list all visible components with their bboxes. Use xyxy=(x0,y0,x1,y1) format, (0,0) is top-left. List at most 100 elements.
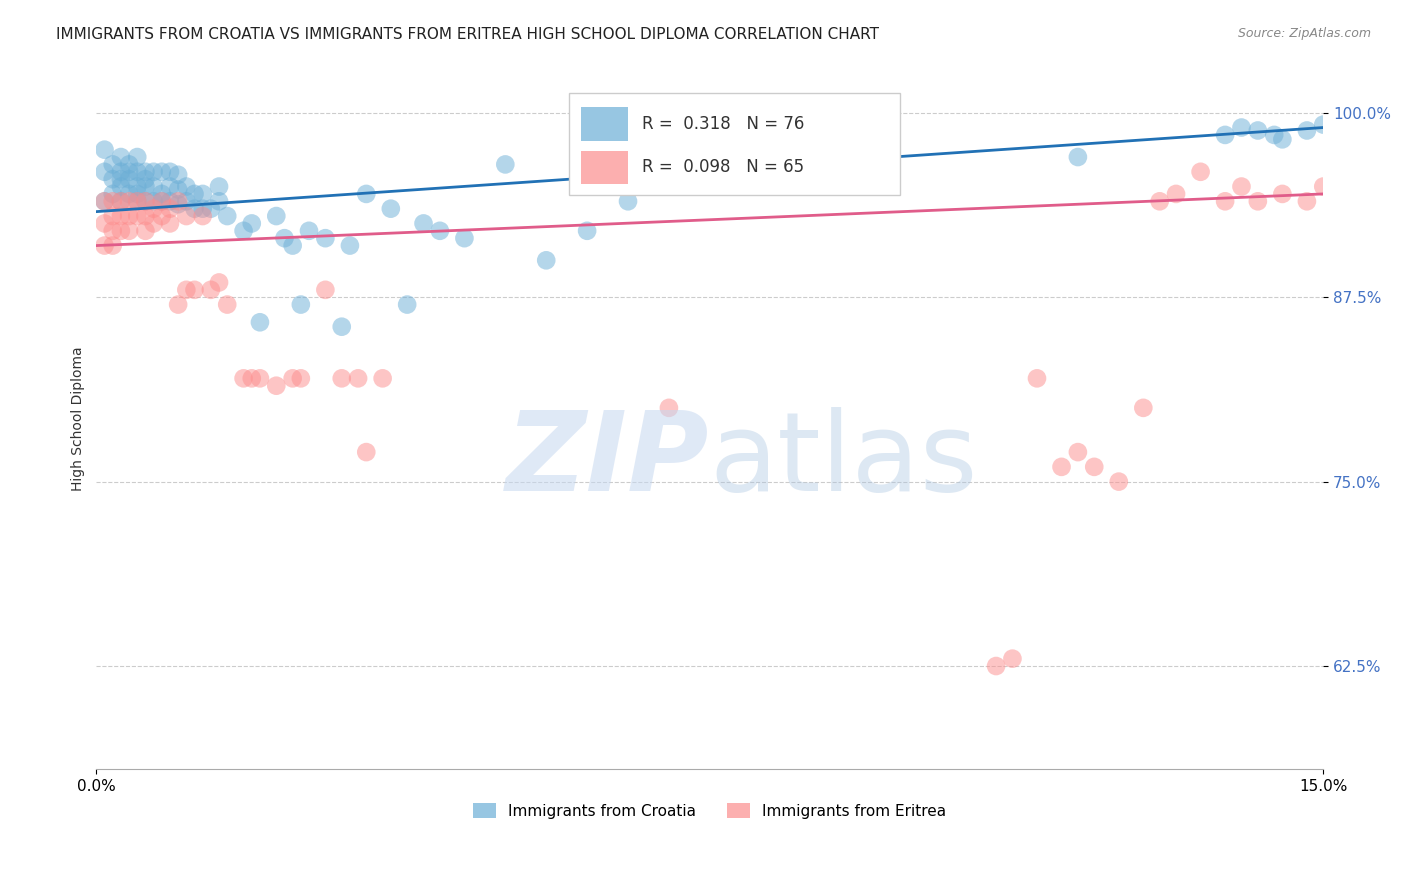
Point xyxy=(101,157,124,171)
Point xyxy=(118,209,141,223)
Point xyxy=(330,371,353,385)
Point xyxy=(298,224,321,238)
Point xyxy=(1132,401,1154,415)
Point xyxy=(101,172,124,186)
Point xyxy=(658,401,681,415)
Point xyxy=(266,378,288,392)
Point xyxy=(159,165,181,179)
Point xyxy=(1296,194,1319,209)
Point xyxy=(176,283,198,297)
Point xyxy=(176,209,198,223)
Point xyxy=(150,194,173,209)
Point xyxy=(127,179,149,194)
Point xyxy=(347,371,370,385)
Point xyxy=(1213,194,1236,209)
Point xyxy=(453,231,475,245)
Point xyxy=(534,253,557,268)
Point xyxy=(1271,186,1294,201)
FancyBboxPatch shape xyxy=(581,107,627,141)
Point xyxy=(371,371,394,385)
Point xyxy=(93,143,115,157)
Point xyxy=(127,150,149,164)
Point xyxy=(101,224,124,238)
Point xyxy=(1271,132,1294,146)
Point xyxy=(134,194,156,209)
Point xyxy=(176,179,198,194)
Point xyxy=(200,283,222,297)
Point xyxy=(617,194,640,209)
Point xyxy=(93,165,115,179)
Point xyxy=(1296,123,1319,137)
Point xyxy=(110,224,132,238)
Point xyxy=(494,157,516,171)
Point xyxy=(134,194,156,209)
Point xyxy=(200,202,222,216)
Point xyxy=(159,202,181,216)
Point xyxy=(240,371,263,385)
Point xyxy=(93,216,115,230)
Point xyxy=(134,165,156,179)
Point xyxy=(150,209,173,223)
Point xyxy=(150,165,173,179)
Point xyxy=(142,179,165,194)
Point xyxy=(1230,120,1253,135)
Point xyxy=(134,179,156,194)
Point xyxy=(356,445,378,459)
Point xyxy=(101,238,124,252)
Text: R =  0.318   N = 76: R = 0.318 N = 76 xyxy=(643,115,804,133)
Point xyxy=(1329,186,1351,201)
Point xyxy=(1353,179,1375,194)
Point xyxy=(1026,371,1049,385)
Point xyxy=(208,179,231,194)
Point xyxy=(101,194,124,209)
Text: atlas: atlas xyxy=(710,408,979,515)
FancyBboxPatch shape xyxy=(581,151,627,184)
Point xyxy=(110,194,132,209)
Point xyxy=(1213,128,1236,142)
Point xyxy=(1050,459,1073,474)
Point xyxy=(412,216,434,230)
Point xyxy=(249,315,271,329)
Point xyxy=(142,202,165,216)
Point xyxy=(134,172,156,186)
Point xyxy=(110,179,132,194)
Point xyxy=(249,371,271,385)
Point xyxy=(142,165,165,179)
Legend: Immigrants from Croatia, Immigrants from Eritrea: Immigrants from Croatia, Immigrants from… xyxy=(467,797,952,825)
Point xyxy=(208,276,231,290)
Point xyxy=(150,194,173,209)
Point xyxy=(314,231,336,245)
Point xyxy=(191,202,214,216)
Point xyxy=(208,194,231,209)
Point xyxy=(118,194,141,209)
Point xyxy=(1189,165,1212,179)
Point xyxy=(281,238,304,252)
Point xyxy=(232,224,254,238)
Point xyxy=(142,216,165,230)
Y-axis label: High School Diploma: High School Diploma xyxy=(72,347,86,491)
Point xyxy=(1312,179,1334,194)
Point xyxy=(127,209,149,223)
Point xyxy=(167,182,190,196)
Point xyxy=(134,224,156,238)
Point xyxy=(1001,651,1024,665)
Point xyxy=(101,186,124,201)
Point xyxy=(984,659,1007,673)
Point xyxy=(127,186,149,201)
Point xyxy=(110,165,132,179)
Point xyxy=(240,216,263,230)
Point xyxy=(118,186,141,201)
Point xyxy=(429,224,451,238)
Point xyxy=(576,224,599,238)
Point xyxy=(118,157,141,171)
Point xyxy=(127,194,149,209)
Point xyxy=(134,209,156,223)
Point xyxy=(658,165,681,179)
Text: ZIP: ZIP xyxy=(506,408,710,515)
Point xyxy=(1337,194,1360,209)
Point xyxy=(1149,194,1171,209)
Point xyxy=(93,194,115,209)
Point xyxy=(314,283,336,297)
Point xyxy=(1067,150,1090,164)
Point xyxy=(191,209,214,223)
